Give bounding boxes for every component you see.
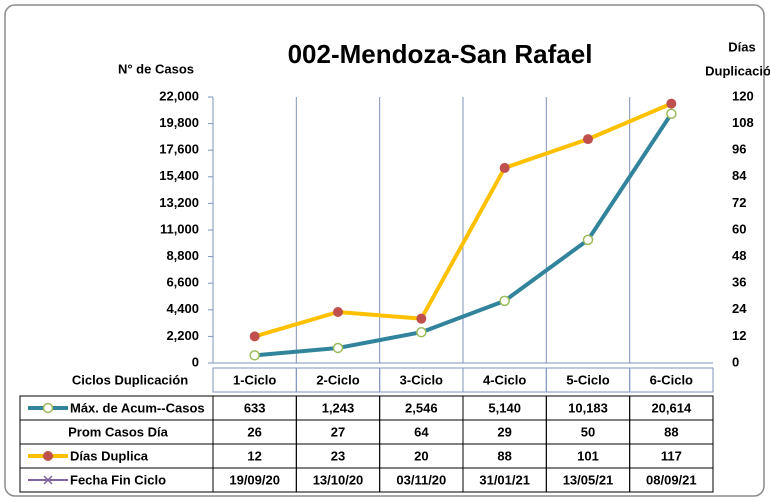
table-value: 2,546 — [405, 400, 438, 415]
table-value: 26 — [247, 424, 261, 439]
legend-label: Prom Casos Día — [68, 424, 168, 439]
x-tick-label: 5-Ciclo — [566, 372, 609, 387]
table-value: 64 — [414, 424, 429, 439]
legend-marker — [43, 451, 53, 461]
legend-label: Máx. de Acum--Casos — [70, 400, 205, 415]
y2-tick-label: 60 — [732, 221, 746, 236]
table-value: 13/10/20 — [313, 472, 364, 487]
table-value: 08/09/21 — [646, 472, 697, 487]
series-line — [254, 101, 673, 339]
x-tick-label: 6-Ciclo — [650, 372, 693, 387]
series-marker — [249, 331, 260, 342]
y2-tick-label: 36 — [732, 275, 746, 290]
y-tick-label: 13,200 — [159, 195, 199, 210]
series-marker — [416, 313, 427, 324]
y-axis-title: N° de Casos — [118, 61, 194, 76]
table-value: 31/01/21 — [479, 472, 530, 487]
chart-frame — [4, 4, 765, 497]
series-marker — [583, 134, 593, 145]
series-marker — [666, 98, 677, 109]
legend-marker — [42, 402, 54, 414]
y2-tick-label: 12 — [732, 328, 746, 343]
y2-axis-title: Días — [728, 39, 755, 54]
table-value: 10,183 — [568, 400, 608, 415]
series-marker — [249, 350, 260, 361]
legend-label: Días Duplica — [70, 448, 149, 463]
y2-tick-label: 0 — [732, 354, 739, 369]
x-tick-label: 2-Ciclo — [316, 372, 359, 387]
table-value: 5,140 — [488, 400, 521, 415]
y2-tick-label: 48 — [732, 248, 746, 263]
table-value: 03/11/20 — [396, 472, 446, 487]
table-cell — [629, 367, 714, 393]
table-value: 117 — [661, 448, 682, 463]
y-tick-label: 17,600 — [159, 142, 199, 157]
series-marker — [333, 307, 343, 318]
table-value: 20,614 — [651, 400, 692, 415]
y2-tick-label: 24 — [732, 301, 747, 316]
y2-tick-label: 84 — [732, 168, 747, 183]
y-tick-label: 15,400 — [159, 168, 199, 183]
table-value: 88 — [664, 424, 678, 439]
y2-tick-label: 108 — [732, 115, 754, 130]
x-axis-title: Ciclos Duplicación — [72, 372, 188, 387]
legend-marker — [43, 475, 53, 485]
table-value: 13/05/21 — [563, 472, 614, 487]
table-value: 27 — [331, 424, 345, 439]
series-marker — [499, 162, 510, 173]
table-value: 88 — [497, 448, 511, 463]
y-tick-label: 0 — [192, 354, 199, 369]
y-tick-label: 19,800 — [159, 115, 199, 130]
table-value: 1,243 — [322, 400, 355, 415]
series-marker — [416, 326, 427, 338]
y-tick-label: 6,600 — [166, 275, 199, 290]
x-tick-label: 4-Ciclo — [483, 372, 526, 387]
table-value: 101 — [577, 448, 599, 463]
y-tick-label: 11,000 — [160, 221, 199, 236]
y2-axis-title: Duplicación — [705, 63, 770, 78]
series-marker — [332, 342, 344, 354]
table-value: 29 — [497, 424, 511, 439]
table-value: 23 — [331, 448, 345, 463]
x-tick-label: 1-Ciclo — [233, 372, 276, 387]
table-value: 50 — [581, 424, 595, 439]
y-tick-label: 4,400 — [166, 301, 199, 316]
series-marker — [666, 108, 677, 120]
table-cell — [629, 467, 714, 493]
table-value: 12 — [247, 448, 261, 463]
series-line — [254, 112, 674, 358]
y2-tick-label: 72 — [732, 195, 746, 210]
series-marker — [582, 234, 594, 246]
y-tick-label: 8,800 — [166, 248, 199, 263]
y-tick-label: 2,200 — [166, 328, 199, 343]
series-marker — [499, 295, 510, 307]
table-value: 633 — [244, 400, 266, 415]
legend-label: Fecha Fin Ciclo — [70, 472, 166, 487]
x-tick-label: 3-Ciclo — [400, 372, 443, 387]
table-value: 19/09/20 — [229, 472, 280, 487]
table-value: 20 — [414, 448, 428, 463]
y2-tick-label: 96 — [732, 142, 746, 157]
y2-tick-label: 120 — [732, 88, 754, 103]
y-tick-label: 22,000 — [159, 88, 199, 103]
chart-title: 002-Mendoza-San Rafael — [288, 39, 593, 69]
